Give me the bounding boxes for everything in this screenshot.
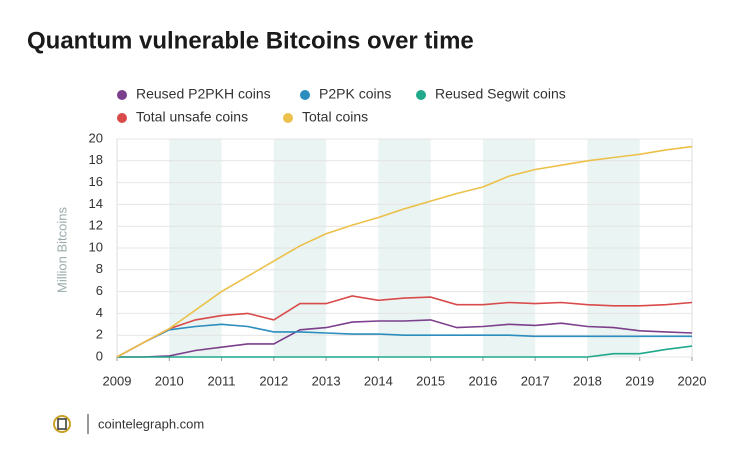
y-tick-label: 20 bbox=[89, 130, 103, 145]
x-tick-label: 2019 bbox=[625, 373, 654, 388]
source: cointelegraph.com bbox=[98, 416, 204, 431]
x-tick-label: 2010 bbox=[155, 373, 184, 388]
series-line bbox=[117, 345, 693, 358]
legend-marker bbox=[117, 113, 127, 123]
series-line bbox=[116, 145, 693, 358]
x-tick-label: 2012 bbox=[259, 373, 288, 388]
y-tick-label: 10 bbox=[89, 239, 103, 254]
legend-label: Reused Segwit coins bbox=[435, 86, 566, 102]
chart-title: Quantum vulnerable Bitcoins over time bbox=[27, 27, 474, 54]
x-tick-label: 2018 bbox=[573, 373, 602, 388]
series-line bbox=[117, 319, 693, 358]
y-tick-label: 2 bbox=[96, 327, 103, 342]
legend-marker bbox=[283, 113, 293, 123]
legend-marker bbox=[300, 90, 310, 100]
y-tick-label: 16 bbox=[89, 174, 103, 189]
legend-label: Reused P2PKH coins bbox=[136, 86, 271, 102]
y-tick-label: 0 bbox=[96, 348, 103, 363]
y-tick-label: 4 bbox=[96, 305, 103, 320]
y-tick-label: 14 bbox=[89, 196, 103, 211]
x-tick-label: 2015 bbox=[416, 373, 445, 388]
series-line bbox=[116, 295, 693, 358]
x-tick-label: 2011 bbox=[208, 373, 236, 388]
x-tick-label: 2014 bbox=[364, 373, 393, 388]
y-axis-label: Million Bitcoins bbox=[54, 207, 69, 293]
x-tick-label: 2013 bbox=[312, 373, 341, 388]
legend-label: P2PK coins bbox=[319, 86, 391, 102]
y-tick-label: 18 bbox=[89, 152, 103, 167]
y-tick-label: 8 bbox=[96, 261, 103, 276]
legend-label: Total coins bbox=[302, 109, 368, 125]
x-tick-label: 2017 bbox=[521, 373, 550, 388]
legend-marker bbox=[416, 90, 426, 100]
y-tick-label: 12 bbox=[89, 218, 103, 233]
x-tick-label: 2016 bbox=[468, 373, 497, 388]
legend-label: Total unsafe coins bbox=[136, 109, 248, 125]
legend-marker bbox=[117, 90, 127, 100]
x-tick-label: 2009 bbox=[103, 373, 132, 388]
logo bbox=[53, 415, 71, 433]
y-tick-label: 6 bbox=[96, 283, 103, 298]
x-tick-label: 2020 bbox=[678, 373, 707, 388]
series-line bbox=[116, 323, 692, 358]
